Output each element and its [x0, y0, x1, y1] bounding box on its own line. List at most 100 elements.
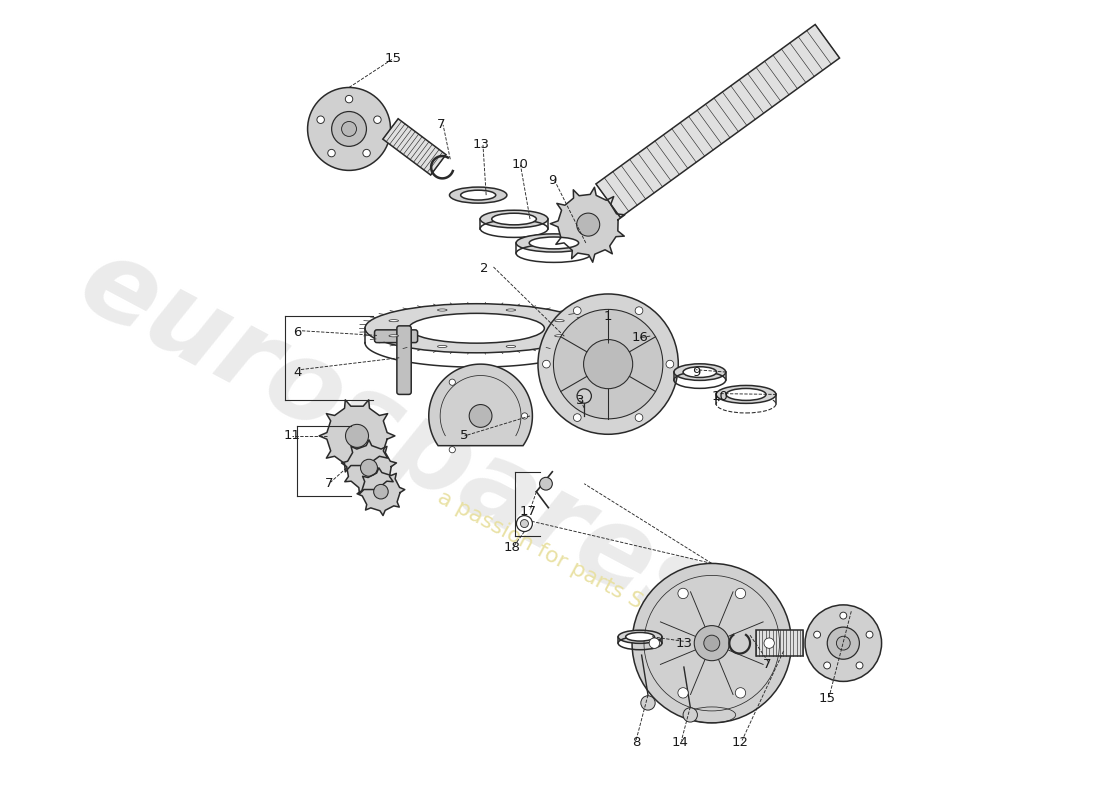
Text: 10: 10 — [712, 390, 728, 402]
Text: 12: 12 — [732, 736, 748, 750]
Ellipse shape — [506, 309, 516, 311]
Ellipse shape — [506, 346, 516, 347]
Circle shape — [856, 662, 864, 669]
Circle shape — [666, 360, 673, 368]
Polygon shape — [756, 630, 803, 656]
Circle shape — [345, 424, 368, 447]
Text: 7: 7 — [437, 118, 446, 131]
Circle shape — [449, 446, 455, 453]
Text: 7: 7 — [324, 478, 333, 490]
Circle shape — [470, 405, 492, 427]
Circle shape — [540, 478, 552, 490]
Circle shape — [308, 87, 390, 170]
Circle shape — [521, 413, 528, 419]
FancyBboxPatch shape — [397, 326, 411, 394]
Ellipse shape — [450, 187, 507, 203]
Text: 13: 13 — [472, 138, 490, 151]
Circle shape — [635, 307, 642, 314]
Circle shape — [584, 339, 632, 389]
Circle shape — [814, 631, 821, 638]
Circle shape — [866, 631, 873, 638]
Text: 10: 10 — [512, 158, 529, 171]
Ellipse shape — [683, 366, 716, 378]
Text: 13: 13 — [675, 637, 692, 650]
Text: 15: 15 — [818, 693, 836, 706]
Circle shape — [578, 389, 592, 403]
Circle shape — [374, 116, 382, 123]
FancyBboxPatch shape — [374, 330, 418, 342]
Text: 1: 1 — [604, 310, 613, 322]
Circle shape — [361, 459, 377, 476]
Circle shape — [363, 150, 371, 157]
Ellipse shape — [492, 214, 537, 225]
Circle shape — [317, 116, 324, 123]
Circle shape — [678, 688, 689, 698]
Polygon shape — [358, 468, 405, 515]
Ellipse shape — [389, 320, 398, 322]
Text: a passion for parts Since 1985: a passion for parts Since 1985 — [433, 487, 742, 664]
Text: 11: 11 — [283, 430, 300, 442]
Ellipse shape — [716, 386, 776, 403]
Circle shape — [553, 310, 663, 419]
Circle shape — [840, 612, 847, 619]
Text: 9: 9 — [548, 174, 557, 187]
Circle shape — [836, 636, 850, 650]
Polygon shape — [596, 25, 839, 218]
Ellipse shape — [554, 320, 564, 322]
Text: 4: 4 — [293, 366, 301, 378]
Ellipse shape — [516, 234, 592, 252]
Ellipse shape — [626, 633, 654, 641]
Circle shape — [764, 638, 774, 648]
Text: 16: 16 — [631, 331, 649, 344]
Circle shape — [331, 111, 366, 146]
Circle shape — [342, 122, 356, 137]
Ellipse shape — [389, 334, 398, 337]
Circle shape — [573, 414, 581, 422]
Circle shape — [345, 95, 353, 103]
Circle shape — [374, 485, 388, 499]
Circle shape — [573, 307, 581, 314]
Circle shape — [735, 588, 746, 598]
Circle shape — [824, 662, 830, 669]
Ellipse shape — [726, 389, 766, 400]
Text: 8: 8 — [631, 736, 640, 750]
Text: 2: 2 — [481, 262, 488, 275]
Text: 7: 7 — [763, 658, 772, 671]
Circle shape — [632, 563, 792, 723]
Circle shape — [635, 414, 642, 422]
Circle shape — [678, 588, 689, 598]
Circle shape — [704, 635, 719, 651]
Circle shape — [735, 688, 746, 698]
Circle shape — [827, 627, 859, 659]
Circle shape — [517, 515, 532, 531]
Text: 15: 15 — [384, 52, 402, 66]
Circle shape — [683, 708, 697, 722]
Text: 9: 9 — [692, 366, 700, 378]
Polygon shape — [319, 400, 395, 472]
Ellipse shape — [461, 190, 496, 200]
Circle shape — [649, 638, 660, 648]
Polygon shape — [550, 187, 625, 262]
Circle shape — [520, 519, 528, 527]
Ellipse shape — [481, 210, 548, 228]
Polygon shape — [429, 364, 532, 446]
Ellipse shape — [674, 364, 726, 380]
Circle shape — [542, 360, 550, 368]
Circle shape — [641, 696, 656, 710]
Ellipse shape — [438, 309, 447, 311]
Circle shape — [694, 626, 729, 661]
Text: 3: 3 — [576, 394, 584, 406]
Ellipse shape — [529, 237, 579, 249]
Polygon shape — [341, 440, 396, 494]
Polygon shape — [383, 118, 446, 175]
Circle shape — [449, 379, 455, 386]
Circle shape — [805, 605, 881, 682]
Circle shape — [538, 294, 679, 434]
Ellipse shape — [554, 334, 564, 337]
Circle shape — [576, 213, 600, 236]
Polygon shape — [365, 304, 588, 353]
Text: 14: 14 — [671, 736, 689, 750]
Circle shape — [328, 150, 336, 157]
Ellipse shape — [618, 630, 662, 643]
Text: eurospares: eurospares — [62, 228, 733, 652]
